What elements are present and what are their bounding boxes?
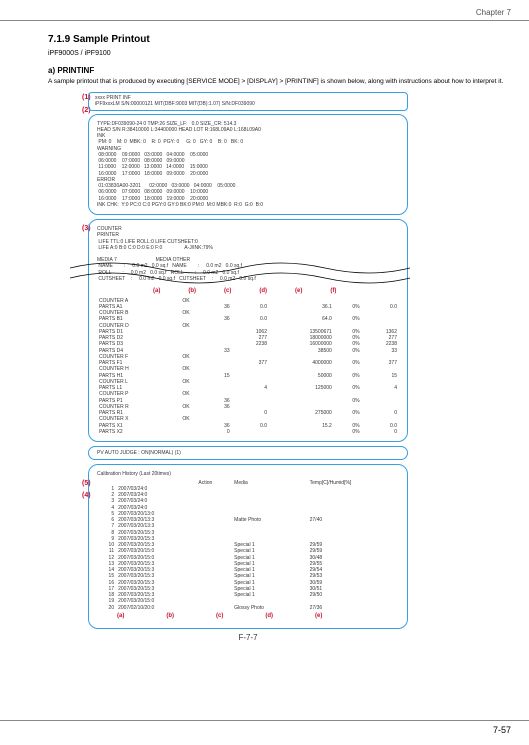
col-letter: (c) — [216, 613, 223, 621]
calib-title: Calibration History (Last 20times) — [97, 471, 399, 477]
table-row: PARTS X200%0 — [97, 429, 399, 435]
col-letter: (d) — [265, 613, 273, 621]
col-letter: (e) — [295, 288, 302, 296]
model-line: iPF9000S / iPF9100 — [48, 50, 111, 57]
box2-text: TYPE:DF039090-24 0 TMP:26 SIZE_LF: 0.0 S… — [97, 121, 399, 209]
printout-area: xxxx PRINT INF iPF9xxxLM S/N:00000121 MI… — [88, 92, 408, 633]
figure-number: F-7-7 — [88, 633, 408, 642]
box-1: xxxx PRINT INF iPF9xxxLM S/N:00000121 MI… — [88, 92, 408, 111]
box-5: PV AUTO JUDGE : ON(NORMAL) (1) — [88, 446, 408, 460]
box3-media: MEDIA 7 MEDIA OTHER NAME : 0.0 m2 0.0 sq… — [97, 257, 399, 282]
table-row: 202007/02/10/20:0Glossy Photo27/36 — [97, 605, 399, 611]
subsection-a: a) PRINTINF — [48, 66, 94, 75]
col-letter: (b) — [188, 288, 196, 296]
section-title: 7.1.9 Sample Printout — [48, 34, 150, 45]
chapter-label: Chapter 7 — [476, 8, 511, 17]
parts-letters: (a) (b) (c) (d) (e) (f) — [153, 288, 399, 296]
col-letter: (a) — [153, 288, 160, 296]
col-letter: (c) — [224, 288, 231, 296]
calibration-table: ActionMediaTemp[C]/Humid[%]12007/03/24:0… — [97, 480, 399, 611]
header-divider — [0, 20, 529, 21]
box1-text: xxxx PRINT INF iPF9xxxLM S/N:00000121 MI… — [95, 95, 401, 108]
footer-divider — [0, 720, 529, 721]
description: A sample printout that is produced by ex… — [48, 78, 503, 85]
calib-letters: (a) (b) (c) (d) (e) — [117, 613, 399, 621]
col-letter: (f) — [330, 288, 336, 296]
col-letter: (b) — [166, 613, 174, 621]
box5-text: PV AUTO JUDGE : ON(NORMAL) (1) — [97, 450, 399, 456]
parts-table: COUNTER AOKPARTS A1360.036.10%0.0COUNTER… — [97, 298, 399, 436]
box3-header: COUNTER PRINTER LIFE TTL:0 LIFE ROLL:0 L… — [97, 226, 399, 251]
box-2: TYPE:DF039090-24 0 TMP:26 SIZE_LF: 0.0 S… — [88, 114, 408, 216]
col-letter: (e) — [315, 613, 322, 621]
col-letter: (a) — [117, 613, 124, 621]
page-number: 7-57 — [493, 725, 511, 735]
col-letter: (d) — [259, 288, 267, 296]
box-3: COUNTER PRINTER LIFE TTL:0 LIFE ROLL:0 L… — [88, 219, 408, 442]
box-4-calibration: Calibration History (Last 20times) Actio… — [88, 464, 408, 629]
